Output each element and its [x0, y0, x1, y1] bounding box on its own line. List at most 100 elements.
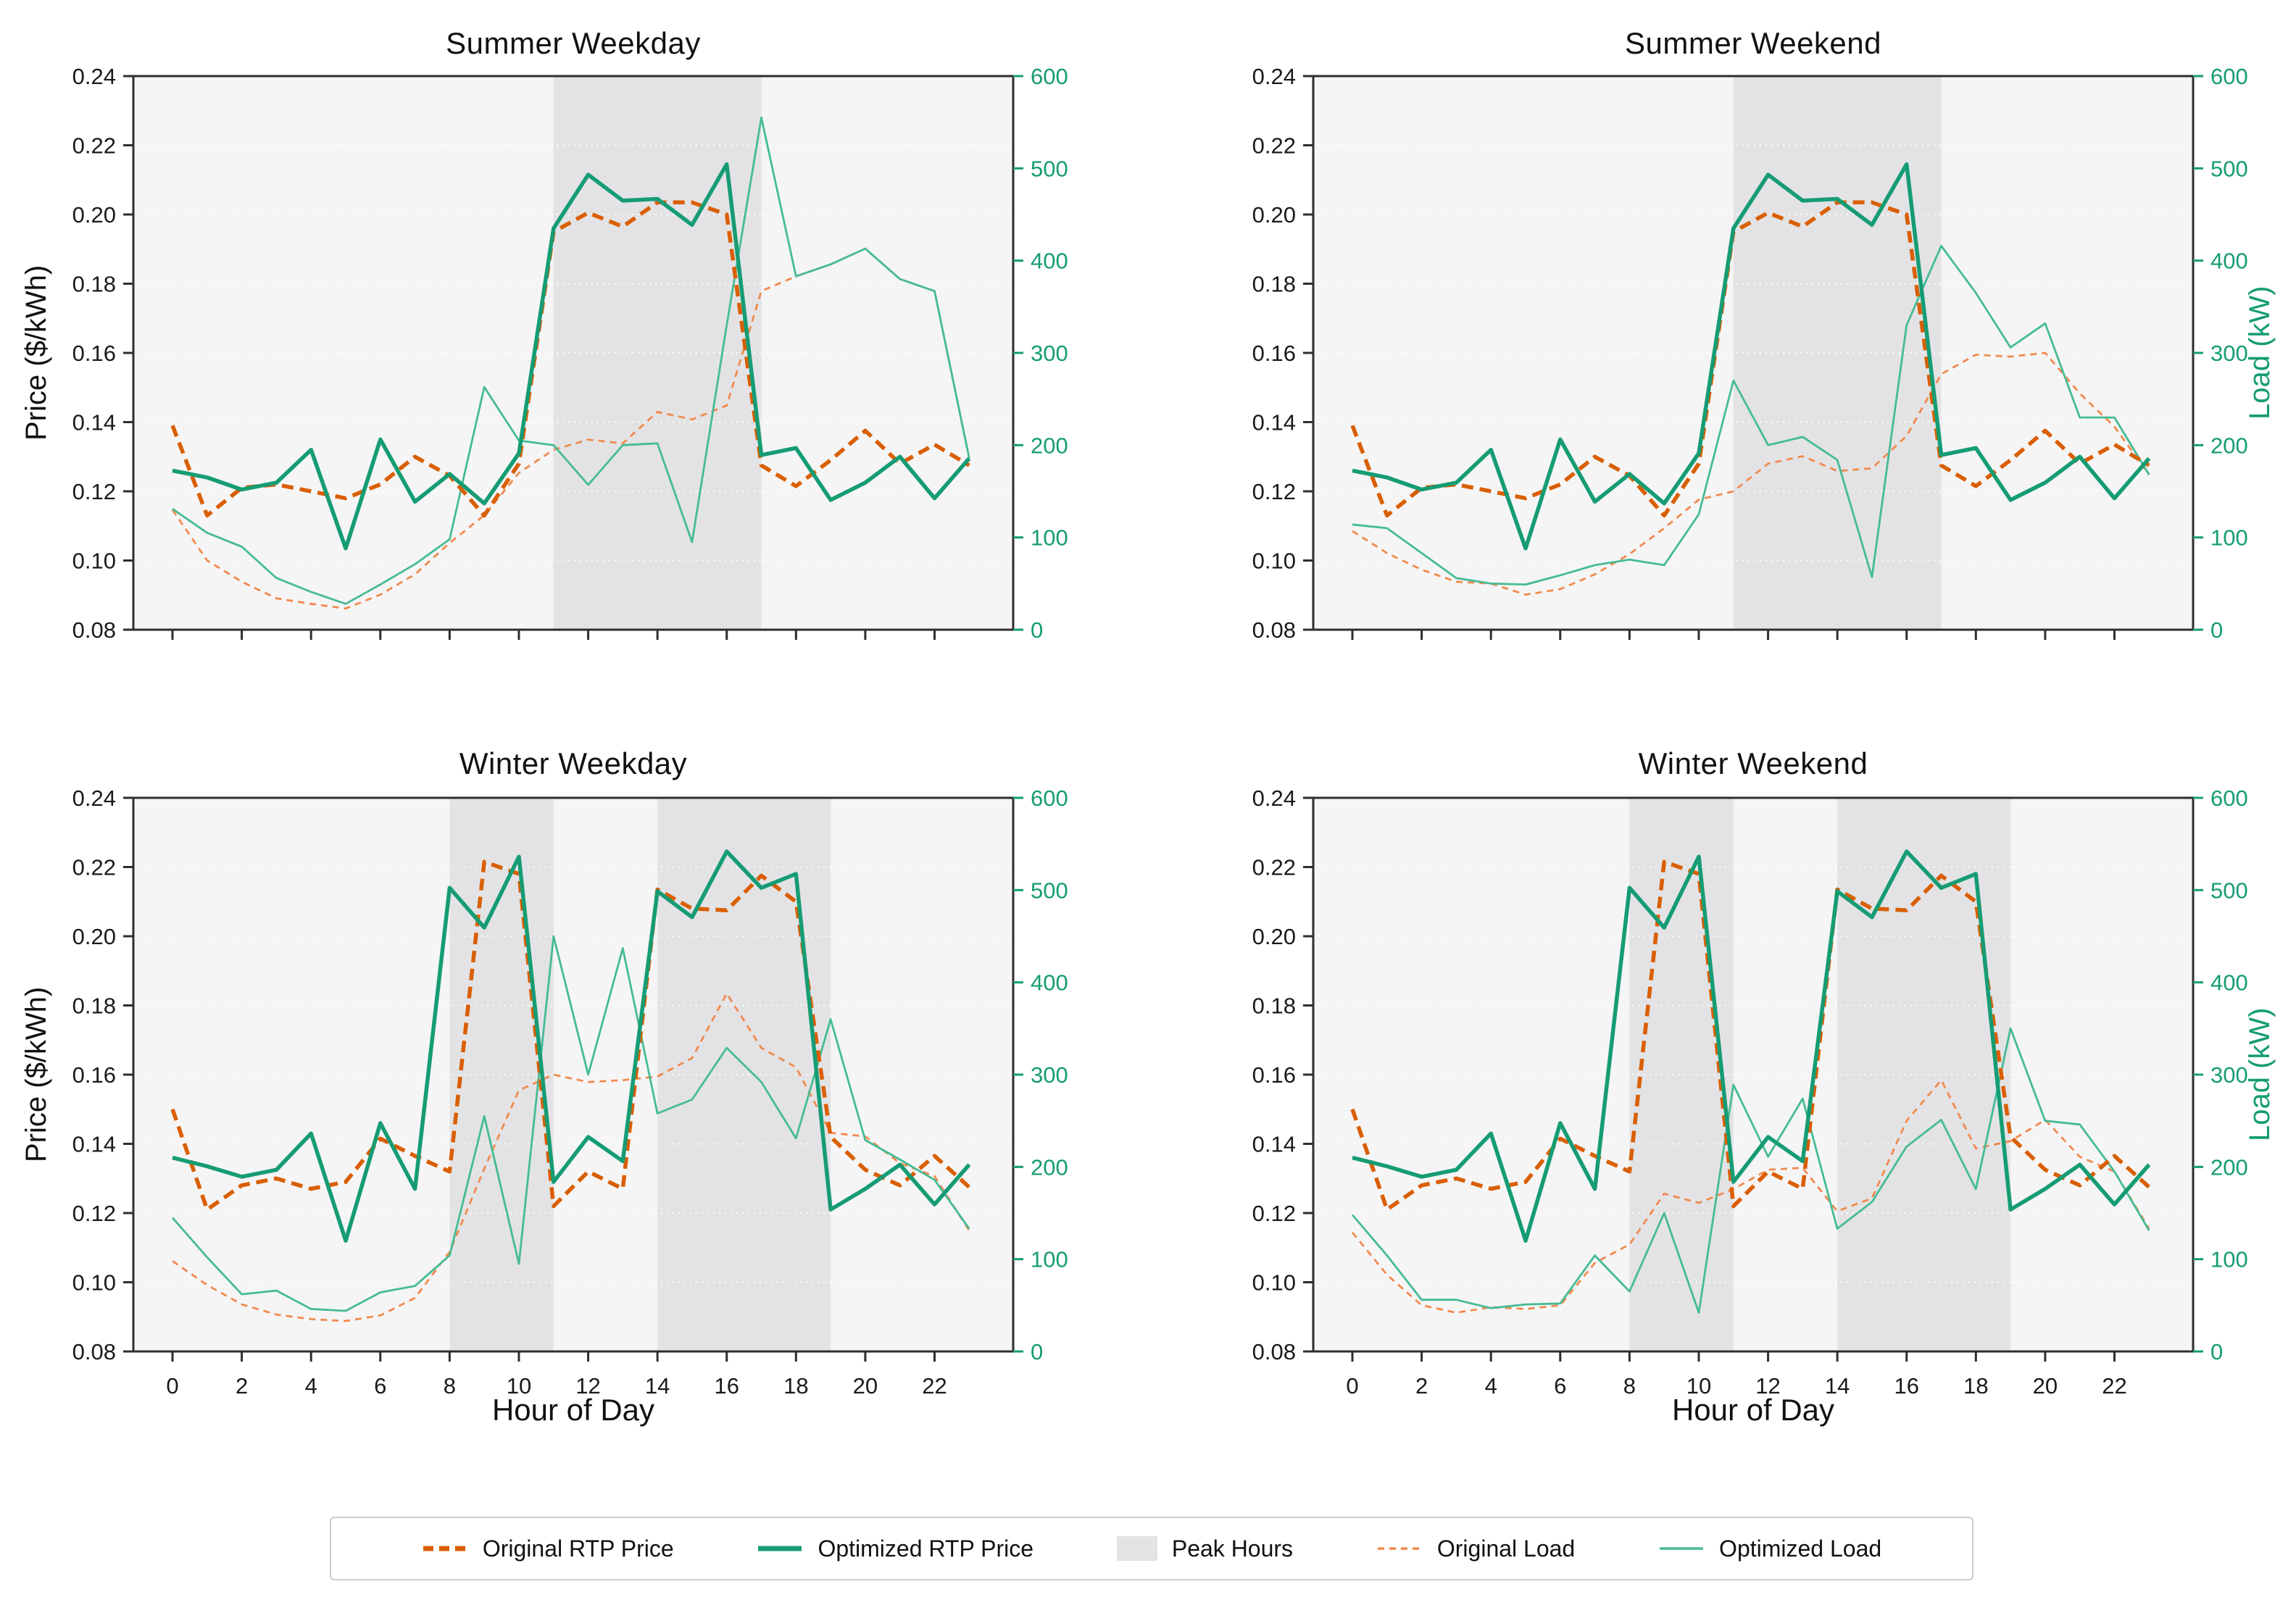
y-tick-label-load: 200 — [2210, 1154, 2248, 1180]
x-axis-label-right: Hour of Day — [1671, 1393, 1835, 1427]
peak-hours-band — [1733, 76, 1942, 630]
y-tick-label-price: 0.14 — [1252, 410, 1296, 436]
series-original-load — [1351, 1079, 2150, 1314]
y-tick-label-load: 200 — [1031, 433, 1068, 458]
peak-hours-band — [1837, 798, 2011, 1351]
x-tick-label: 12 — [575, 1373, 600, 1399]
y-tick-label-price: 0.20 — [1252, 924, 1296, 949]
x-tick-label: 0 — [166, 1373, 178, 1399]
y-tick-label-price: 0.16 — [72, 341, 116, 366]
peak-hours-swatch-icon — [1116, 1536, 1157, 1561]
x-tick-label: 0 — [1346, 1373, 1358, 1399]
series-original-rtp-price — [1350, 200, 2150, 518]
series-optimized-load — [171, 935, 970, 1312]
y-tick-label-load: 200 — [2210, 433, 2248, 458]
series-optimized-load — [172, 116, 970, 605]
y-tick-label-price: 0.24 — [1252, 64, 1296, 89]
chart-title-winter-weekend: Winter Weekend — [1638, 746, 1868, 780]
x-tick-label: 16 — [714, 1373, 739, 1399]
y-tick-label-price: 0.12 — [1252, 479, 1296, 504]
legend-label: Original Load — [1436, 1535, 1576, 1562]
y-tick-label-load: 100 — [2210, 1247, 2248, 1272]
legend-item-optimized-load: Optimized Load — [1658, 1536, 1881, 1562]
original-rtp-price-swatch-icon — [423, 1546, 467, 1551]
x-tick-label: 10 — [1686, 1373, 1711, 1399]
y-tick-label-load: 500 — [2210, 878, 2248, 903]
y-tick-label-price: 0.12 — [1252, 1201, 1296, 1226]
plot-area — [133, 798, 1013, 1351]
y-axis-label-load-top: Load (kW) — [2244, 286, 2276, 420]
y-tick-label-price: 0.08 — [72, 1339, 116, 1364]
y-axis-label-price-top: Price ($/kWh) — [20, 264, 52, 441]
chart-title-winter-weekday: Winter Weekday — [459, 746, 688, 780]
y-tick-label-load: 500 — [1031, 878, 1068, 903]
y-tick-label-price: 0.20 — [72, 202, 116, 228]
y-tick-label-load: 300 — [1031, 1062, 1068, 1088]
chart-summer-weekday: 0.08 0.10 0.12 0.14 0.16 0.18 0.20 0.22 0.24 0 100… — [72, 64, 1068, 643]
y-tick-label-price: 0.24 — [72, 786, 116, 811]
x-tick-label: 20 — [2033, 1373, 2058, 1399]
y-tick-label-price: 0.18 — [72, 993, 116, 1019]
x-axis-label-left: Hour of Day — [491, 1393, 655, 1427]
y-tick-label-price: 0.24 — [72, 64, 116, 89]
series-original-rtp-price — [170, 200, 970, 518]
x-tick-label: 18 — [783, 1373, 808, 1399]
chart-winter-weekend: 0.080.100.120.140.160.180.200.220.240100… — [1252, 786, 2248, 1399]
y-tick-label-load: 100 — [2210, 525, 2248, 551]
y-tick-label-load: 400 — [1031, 970, 1068, 996]
peak-hours-band — [657, 798, 831, 1351]
y-tick-label-price: 0.22 — [72, 855, 116, 880]
x-tick-label: 12 — [1755, 1373, 1780, 1399]
x-tick-label: 16 — [1894, 1373, 1918, 1399]
peak-hours-band — [553, 76, 762, 630]
series-optimized-rtp-price — [1352, 849, 2151, 1243]
series-optimized-rtp-price — [1352, 162, 2151, 551]
y-tick-label-load: 200 — [1031, 1154, 1068, 1180]
y-tick-label-price: 0.14 — [72, 410, 116, 436]
y-tick-label-price: 0.10 — [1252, 1270, 1296, 1296]
y-tick-label-price: 0.10 — [1252, 549, 1296, 574]
optimized-rtp-price-swatch-icon — [758, 1546, 802, 1551]
y-tick-label-price: 0.14 — [72, 1132, 116, 1157]
series-original-rtp-price — [170, 859, 971, 1212]
y-tick-label-load: 300 — [2210, 1062, 2248, 1088]
y-tick-label-price: 0.22 — [72, 133, 116, 159]
y-tick-label-price: 0.10 — [72, 1270, 116, 1296]
series-optimized-rtp-price — [172, 162, 971, 551]
x-tick-label: 20 — [853, 1373, 878, 1399]
y-tick-label-load: 400 — [1031, 249, 1068, 274]
y-tick-label-price: 0.14 — [1252, 1132, 1296, 1157]
y-tick-label-price: 0.16 — [1252, 1062, 1296, 1088]
original-load-swatch-icon — [1377, 1547, 1421, 1550]
y-tick-label-load: 0 — [1031, 1339, 1043, 1364]
x-tick-label: 22 — [2102, 1373, 2126, 1399]
chart-winter-weekday: 0.080.100.120.140.160.180.200.220.240100… — [72, 786, 1068, 1399]
legend-label: Peak Hours — [1171, 1535, 1294, 1562]
legend-label: Optimized Load — [1719, 1535, 1882, 1562]
y-tick-label-load: 400 — [2210, 249, 2248, 274]
y-axis-label-price-bottom: Price ($/kWh) — [20, 986, 52, 1163]
x-tick-label: 22 — [922, 1373, 947, 1399]
optimized-load-swatch-icon — [1660, 1547, 1704, 1550]
x-tick-label: 2 — [1415, 1373, 1428, 1399]
chart-title-summer-weekday: Summer Weekday — [446, 26, 701, 60]
y-axis-label-load-bottom: Load (kW) — [2244, 1007, 2276, 1142]
series-original-load — [172, 992, 970, 1322]
x-tick-label: 18 — [1963, 1373, 1988, 1399]
y-tick-label-load: 0 — [2210, 1339, 2223, 1364]
y-tick-label-price: 0.18 — [72, 272, 116, 297]
x-tick-label: 10 — [507, 1373, 531, 1399]
y-tick-label-load: 100 — [1031, 1247, 1068, 1272]
legend-item-optimized-rtp-price: Optimized RTP Price — [757, 1536, 1033, 1562]
y-tick-label-price: 0.18 — [1252, 993, 1296, 1019]
series-optimized-load — [1351, 1027, 2150, 1314]
legend: Original RTP Price Optimized RTP Price P… — [330, 1517, 1973, 1580]
chart-title-summer-weekend: Summer Weekend — [1624, 26, 1882, 60]
y-tick-label-load: 500 — [2210, 156, 2248, 181]
plot-area — [1313, 798, 2193, 1351]
x-tick-label: 4 — [305, 1373, 317, 1399]
series-original-load — [171, 247, 970, 610]
x-tick-label: 6 — [374, 1373, 386, 1399]
x-tick-label: 14 — [645, 1373, 670, 1399]
